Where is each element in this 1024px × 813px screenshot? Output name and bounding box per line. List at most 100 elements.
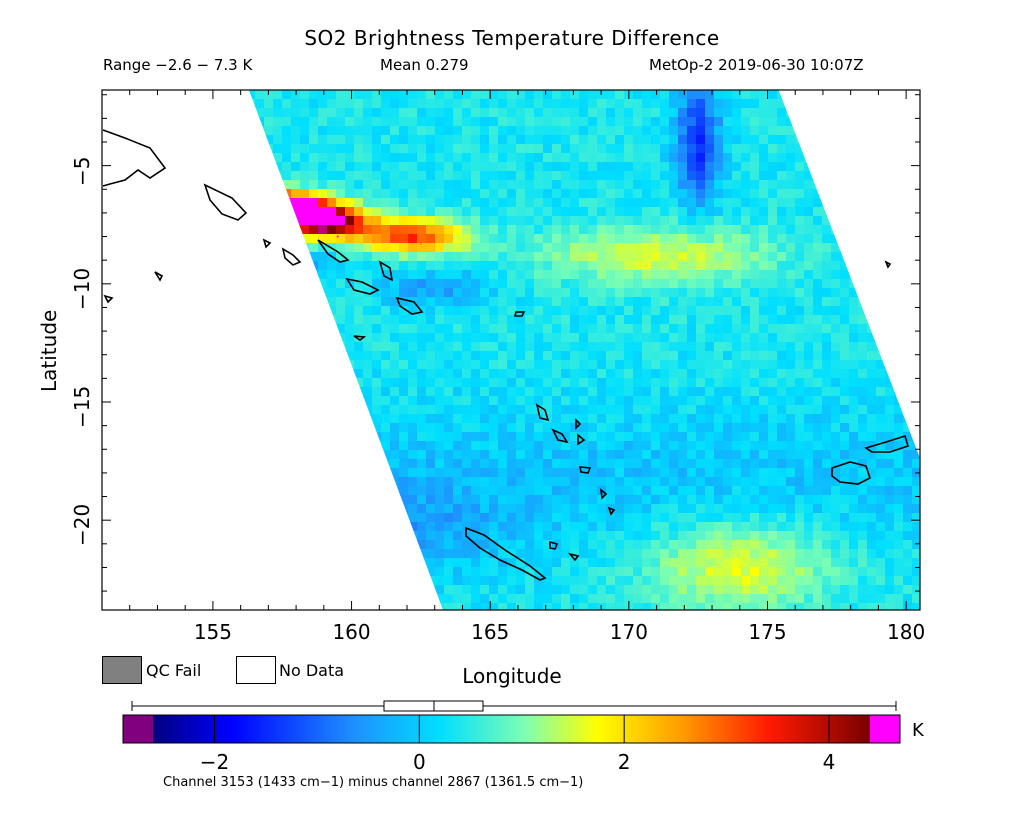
heatmap-cell [210, 576, 219, 585]
heatmap-cell [885, 567, 895, 577]
heatmap-cell [750, 396, 760, 406]
heatmap-cell [201, 567, 210, 576]
heatmap-cell [174, 252, 183, 261]
heatmap-cell [660, 225, 670, 235]
heatmap-cell [840, 342, 850, 352]
heatmap-cell [255, 144, 265, 154]
heatmap-cell [705, 288, 715, 298]
heatmap-cell [129, 324, 138, 333]
heatmap-cell [831, 468, 841, 478]
heatmap-cell [480, 270, 490, 280]
heatmap-cell [651, 225, 661, 235]
heatmap-cell [768, 171, 778, 181]
heatmap-cell [147, 99, 156, 108]
heatmap-cell [642, 297, 652, 307]
heatmap-cell [264, 387, 274, 397]
heatmap-cell [138, 369, 147, 378]
heatmap-cell [570, 414, 580, 424]
heatmap-cell [264, 225, 274, 235]
heatmap-cell [669, 531, 679, 541]
heatmap-cell [687, 567, 697, 577]
heatmap-cell [597, 198, 607, 208]
heatmap-cell [633, 126, 643, 136]
heatmap-cell [579, 189, 589, 199]
heatmap-cell [435, 261, 445, 271]
heatmap-cell [273, 576, 283, 586]
heatmap-cell [840, 225, 850, 235]
heatmap-cell [516, 558, 526, 568]
heatmap-cell [588, 486, 598, 496]
heatmap-cell [327, 225, 337, 235]
heatmap-cell [498, 171, 508, 181]
heatmap-cell [633, 576, 643, 586]
heatmap-cell [822, 180, 832, 190]
heatmap-cell [192, 405, 201, 414]
heatmap-cell [273, 477, 283, 487]
heatmap-cell [768, 207, 778, 217]
heatmap-cell [435, 270, 445, 280]
heatmap-cell [210, 171, 219, 180]
heatmap-cell [248, 432, 256, 442]
heatmap-cell [804, 387, 814, 397]
heatmap-cell [129, 558, 138, 567]
heatmap-cell [570, 396, 580, 406]
heatmap-cell [768, 306, 778, 316]
heatmap-cell [354, 540, 364, 550]
heatmap-cell [804, 234, 814, 244]
heatmap-cell [363, 468, 373, 478]
heatmap-cell [822, 522, 832, 532]
heatmap-cell [570, 297, 580, 307]
heatmap-cell [624, 405, 634, 415]
heatmap-cell [417, 423, 427, 433]
heatmap-cell [264, 333, 274, 343]
heatmap-cell [237, 135, 246, 144]
heatmap-cell [129, 423, 138, 432]
heatmap-cell [273, 486, 283, 496]
heatmap-cell [426, 351, 436, 361]
heatmap-cell [669, 324, 679, 334]
heatmap-cell [120, 486, 129, 495]
heatmap-cell [248, 108, 256, 118]
heatmap-cell [894, 567, 904, 577]
heatmap-cell [624, 360, 634, 370]
heatmap-cell [102, 432, 111, 441]
heatmap-cell [651, 108, 661, 118]
heatmap-cell [255, 396, 265, 406]
heatmap-cell [138, 216, 147, 225]
heatmap-cell [624, 432, 634, 442]
heatmap-cell [876, 378, 886, 388]
heatmap-cell [201, 297, 210, 306]
heatmap-cell [210, 252, 219, 261]
heatmap-cell [453, 441, 463, 451]
heatmap-cell [471, 369, 481, 379]
heatmap-cell [759, 171, 769, 181]
heatmap-cell [804, 378, 814, 388]
heatmap-cell [732, 405, 742, 415]
heatmap-cell [174, 360, 183, 369]
heatmap-cell [588, 441, 598, 451]
heatmap-cell [390, 414, 400, 424]
heatmap-cell [813, 558, 823, 568]
heatmap-cell [642, 387, 652, 397]
heatmap-cell [840, 522, 850, 532]
heatmap-cell [543, 252, 553, 262]
heatmap-cell [498, 252, 508, 262]
heatmap-cell [498, 513, 508, 523]
heatmap-cell [750, 180, 760, 190]
heatmap-cell [318, 450, 328, 460]
heatmap-cell [579, 333, 589, 343]
heatmap-cell [885, 360, 895, 370]
heatmap-cell [255, 576, 265, 586]
heatmap-cell [210, 351, 219, 360]
heatmap-cell [723, 342, 733, 352]
heatmap-cell [408, 225, 418, 235]
heatmap-cell [201, 477, 210, 486]
heatmap-cell [750, 342, 760, 352]
heatmap-cell [525, 522, 535, 532]
heatmap-cell [867, 459, 877, 469]
heatmap-cell [894, 486, 904, 496]
heatmap-cell [849, 234, 859, 244]
heatmap-cell [597, 540, 607, 550]
heatmap-cell [363, 171, 373, 181]
heatmap-cell [561, 567, 571, 577]
